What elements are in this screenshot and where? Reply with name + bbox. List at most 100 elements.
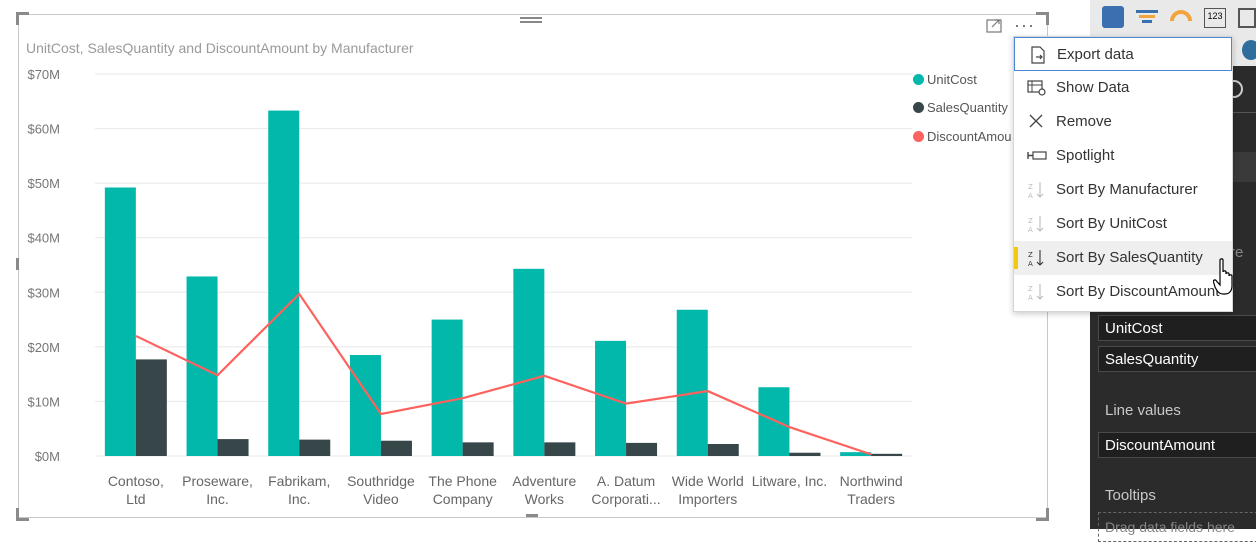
spotlight-icon bbox=[1027, 151, 1047, 160]
map-icon[interactable] bbox=[1102, 6, 1124, 28]
bar-salesquantity[interactable] bbox=[462, 442, 494, 456]
bar-salesquantity[interactable] bbox=[299, 439, 331, 456]
resize-handle-bottom[interactable] bbox=[526, 514, 538, 517]
legend-dot bbox=[913, 74, 924, 85]
field-salesquantity[interactable]: SalesQuantity bbox=[1098, 346, 1256, 372]
menu-item-remove[interactable]: Remove bbox=[1014, 105, 1232, 139]
legend-label: SalesQuantity bbox=[927, 100, 1008, 115]
x-axis-ticks: Contoso, Ltd Proseware, Inc. Fabrikam, Inc. So… bbox=[108, 473, 903, 507]
sort-icon: ZA bbox=[1028, 250, 1044, 267]
x-tick-label: Fabrikam, Inc. bbox=[268, 473, 330, 507]
bar-unitcost[interactable] bbox=[186, 276, 218, 456]
export-icon bbox=[1031, 46, 1045, 64]
y-tick-label: $30M bbox=[27, 285, 60, 300]
legend-item-unitcost[interactable]: UnitCost bbox=[913, 72, 977, 87]
menu-item-label: Remove bbox=[1056, 113, 1112, 130]
y-tick-label: $0M bbox=[35, 449, 60, 464]
x-tick-label: A. Datum Corporati... bbox=[591, 473, 660, 507]
y-tick-label: $10M bbox=[27, 394, 60, 409]
field-unitcost[interactable]: UnitCost bbox=[1098, 315, 1256, 341]
field-discountamount[interactable]: DiscountAmount bbox=[1098, 432, 1256, 458]
line-discountamount[interactable] bbox=[135, 292, 872, 456]
svg-text:Z: Z bbox=[1028, 251, 1033, 259]
bar-salesquantity[interactable] bbox=[707, 443, 739, 456]
bar-unitcost[interactable] bbox=[268, 110, 300, 456]
bars bbox=[104, 110, 903, 456]
resize-handle-left[interactable] bbox=[16, 258, 19, 270]
bar-unitcost[interactable] bbox=[513, 268, 545, 456]
bar-salesquantity[interactable] bbox=[789, 452, 821, 456]
menu-item-label: Show Data bbox=[1056, 79, 1130, 96]
funnel-icon[interactable] bbox=[1136, 8, 1158, 28]
y-tick-label: $50M bbox=[27, 176, 60, 191]
sort-icon: ZA bbox=[1028, 216, 1044, 233]
focus-mode-icon[interactable] bbox=[986, 17, 1002, 33]
svg-text:Z: Z bbox=[1028, 285, 1033, 293]
y-axis-ticks: $0M $10M $20M $30M $40M $50M $60M $70M bbox=[27, 67, 60, 464]
bar-unitcost[interactable] bbox=[431, 319, 463, 456]
svg-text:A: A bbox=[1028, 192, 1033, 199]
svg-text:Z: Z bbox=[1028, 217, 1033, 225]
tooltips-placeholder: Drag data fields here bbox=[1105, 519, 1235, 535]
bar-unitcost[interactable] bbox=[104, 187, 136, 456]
bar-salesquantity[interactable] bbox=[871, 453, 903, 456]
menu-item-spotlight[interactable]: Spotlight bbox=[1014, 139, 1232, 173]
legend-label: UnitCost bbox=[927, 72, 977, 87]
line-series bbox=[135, 292, 872, 456]
x-tick-label: The Phone Company bbox=[428, 473, 497, 507]
legend-item-salesquantity[interactable]: SalesQuantity bbox=[913, 100, 1008, 115]
y-tick-label: $20M bbox=[27, 340, 60, 355]
legend-label: DiscountAmou bbox=[927, 129, 1012, 144]
sort-icon: ZA bbox=[1028, 284, 1044, 301]
more-options-icon[interactable]: ··· bbox=[1014, 15, 1035, 35]
gridlines bbox=[95, 73, 912, 457]
y-tick-label: $40M bbox=[27, 231, 60, 246]
legend-item-discountamount[interactable]: DiscountAmou bbox=[913, 129, 1012, 144]
x-tick-label: Contoso, Ltd bbox=[108, 473, 164, 507]
resize-handle-bottom-right[interactable] bbox=[1036, 508, 1049, 521]
menu-item-label: Sort By SalesQuantity bbox=[1056, 249, 1203, 266]
resize-handle-top-right[interactable] bbox=[1036, 12, 1049, 25]
resize-handle-bottom-left[interactable] bbox=[16, 508, 29, 521]
bar-salesquantity[interactable] bbox=[380, 440, 412, 456]
svg-text:A: A bbox=[1028, 226, 1033, 233]
bar-unitcost[interactable] bbox=[758, 387, 790, 456]
bar-salesquantity[interactable] bbox=[217, 439, 249, 456]
bar-salesquantity[interactable] bbox=[135, 359, 167, 456]
pane-partial-text: re bbox=[1230, 244, 1244, 261]
tooltips-dropzone[interactable]: Drag data fields here bbox=[1098, 512, 1256, 542]
bar-salesquantity[interactable] bbox=[626, 442, 658, 456]
svg-text:A: A bbox=[1028, 260, 1033, 267]
bar-unitcost[interactable] bbox=[676, 309, 708, 456]
context-menu: Export data Show Data Remove Spotlight Z… bbox=[1013, 36, 1233, 312]
globe-icon[interactable] bbox=[1242, 40, 1256, 60]
chart-plot: $0M $10M $20M $30M $40M $50M $60M $70M Contoso,… bbox=[27, 67, 912, 507]
menu-item-show-data[interactable]: Show Data bbox=[1014, 71, 1232, 105]
gauge-icon[interactable] bbox=[1170, 10, 1192, 21]
menu-item-export-data[interactable]: Export data bbox=[1014, 37, 1232, 71]
sort-icon: ZA bbox=[1028, 182, 1044, 199]
legend-dot bbox=[913, 102, 924, 113]
legend-dot bbox=[913, 131, 924, 142]
table-icon[interactable] bbox=[1238, 8, 1256, 28]
tooltips-label: Tooltips bbox=[1105, 487, 1156, 504]
x-tick-label: Litware, Inc. bbox=[752, 473, 827, 489]
svg-text:Z: Z bbox=[1028, 183, 1033, 191]
menu-item-label: Export data bbox=[1057, 46, 1134, 63]
x-tick-label: Wide World Importers bbox=[672, 473, 744, 507]
close-icon bbox=[1029, 114, 1043, 128]
hand-cursor-icon bbox=[1213, 258, 1233, 295]
resize-handle-top-left[interactable] bbox=[16, 12, 29, 25]
bar-salesquantity[interactable] bbox=[544, 442, 576, 456]
menu-item-label: Spotlight bbox=[1056, 147, 1115, 164]
active-indicator bbox=[1014, 247, 1018, 269]
card-icon[interactable]: 123 bbox=[1204, 8, 1226, 28]
drag-grip-icon[interactable] bbox=[520, 16, 542, 26]
bar-unitcost[interactable] bbox=[840, 452, 872, 456]
y-tick-label: $60M bbox=[27, 122, 60, 137]
x-tick-label: Adventure Works bbox=[512, 473, 576, 507]
